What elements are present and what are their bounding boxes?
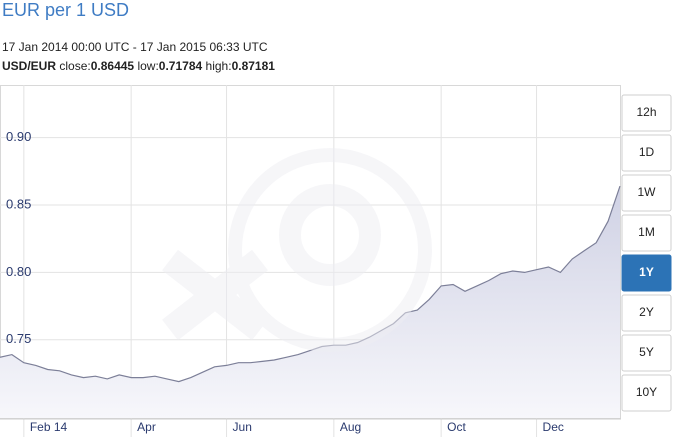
range-button[interactable]: 12h — [621, 94, 672, 132]
x-tick-label: Oct — [447, 420, 466, 434]
y-tick-label: 0.90 — [6, 129, 31, 144]
range-button[interactable]: 1W — [621, 174, 672, 212]
range-button-label[interactable]: 5Y — [639, 345, 654, 359]
range-button-label[interactable]: 10Y — [636, 385, 657, 399]
chart-title: EUR per 1 USD — [2, 0, 129, 20]
range-button[interactable]: 5Y — [621, 334, 672, 372]
range-button-label[interactable]: 2Y — [639, 305, 654, 319]
range-button-label[interactable]: 1Y — [639, 265, 654, 279]
y-tick-label: 0.80 — [6, 264, 31, 279]
pair: USD/EUR — [2, 59, 56, 73]
low: 0.71784 — [159, 59, 203, 73]
close-label: close: — [59, 59, 90, 73]
x-tick-label: Apr — [137, 420, 156, 434]
range-button[interactable]: 1Y — [621, 254, 672, 292]
range-button-label[interactable]: 12h — [636, 105, 656, 119]
range-button-bg — [621, 374, 672, 412]
plot: 0.700.750.800.850.90 — [0, 85, 621, 437]
watermark — [162, 148, 432, 352]
close: 0.86445 — [91, 59, 135, 73]
range-button-bg — [621, 214, 672, 252]
range-button[interactable]: 1M — [621, 214, 672, 252]
high-label: high: — [206, 59, 232, 73]
line — [0, 185, 621, 383]
range-button-bg — [621, 294, 672, 332]
low-label: low: — [137, 59, 158, 73]
range-button-bg — [621, 94, 672, 132]
high: 0.87181 — [232, 59, 276, 73]
range-button-label[interactable]: 1D — [639, 145, 655, 159]
x-tick-label: Dec — [543, 420, 564, 434]
x-tick-label: Feb 14 — [30, 420, 68, 434]
range-button-bg — [621, 174, 672, 212]
area — [0, 186, 620, 418]
x-tick-label: Aug — [340, 420, 361, 434]
range-button[interactable]: 2Y — [621, 294, 672, 332]
range-button-label[interactable]: 1M — [638, 225, 655, 239]
range-button-bg — [621, 134, 672, 172]
range-button-bg — [621, 254, 672, 292]
range-button-label[interactable]: 1W — [638, 185, 657, 199]
y-tick-label: 0.75 — [6, 331, 31, 346]
y-tick-label: 0.85 — [6, 196, 31, 211]
summary: USD/EUR close:0.86445 low:0.71784 high:0… — [2, 59, 275, 73]
range-button[interactable]: 10Y — [621, 374, 672, 412]
subtitle: 17 Jan 2014 00:00 UTC - 17 Jan 2015 06:3… — [2, 40, 268, 54]
range-button[interactable]: 1D — [621, 134, 672, 172]
range-button-bg — [621, 334, 672, 372]
x-tick-label: Jun — [233, 420, 252, 434]
